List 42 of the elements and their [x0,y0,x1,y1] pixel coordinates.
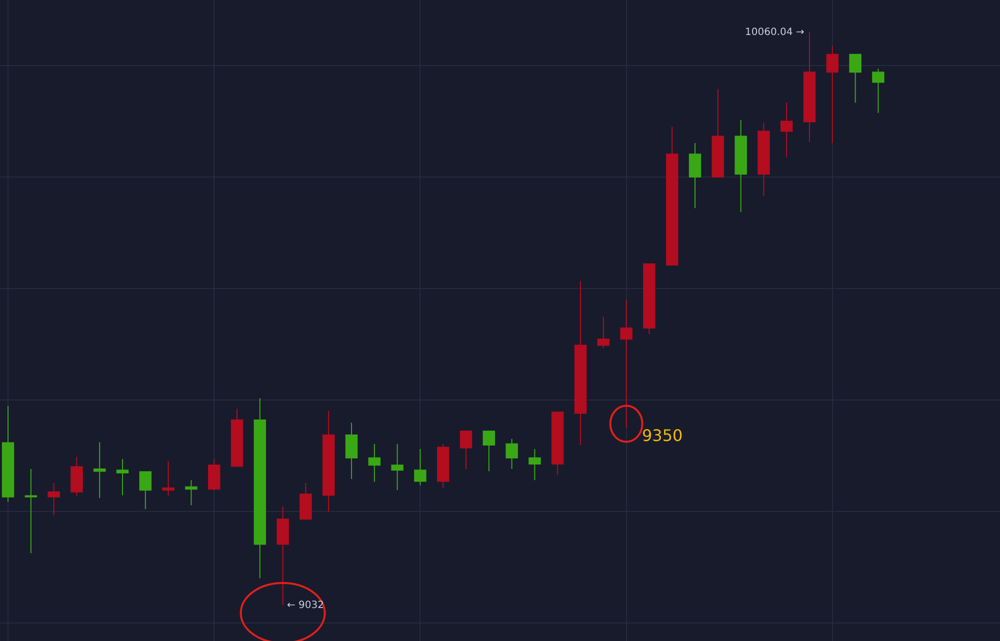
candlestick [803,32,816,142]
candlestick [185,480,198,506]
annotation: 10060.04 → [745,27,804,38]
candlestick [849,54,862,104]
candlestick [780,102,793,158]
candlestick [643,263,656,335]
candlestick [300,482,312,520]
candlestick [437,443,450,488]
candlestick [482,430,496,472]
candlestick [528,448,541,481]
candlestick [414,448,426,486]
candlestick [826,45,839,144]
candlestick [70,456,83,496]
candlestick [208,458,220,491]
candlestick [368,443,381,482]
candlestick [48,482,60,516]
candlestick [276,506,289,606]
candlestick [734,120,747,213]
candlestick [666,126,678,266]
candlestick [552,412,564,476]
candlestick [254,398,266,579]
candlestick [94,442,106,498]
annotation: 9350 [642,426,683,445]
candlestick [116,458,129,496]
candlestick [162,460,174,496]
candlestick [391,443,404,491]
candlestick [506,438,518,470]
candlestick [574,280,587,446]
candlestick [345,422,358,480]
candlestick [688,142,702,209]
candlestick [620,300,632,428]
candlestick [2,406,14,502]
candlestick [24,468,38,554]
candlestick [597,316,610,349]
candlestick [758,122,770,196]
candlestick [872,68,884,114]
candlestick [460,430,472,470]
candlestick [712,88,724,178]
candlestick [139,471,152,510]
candlestick [230,408,244,468]
annotation: ← 9032 [287,600,324,611]
candlestick [322,410,335,512]
